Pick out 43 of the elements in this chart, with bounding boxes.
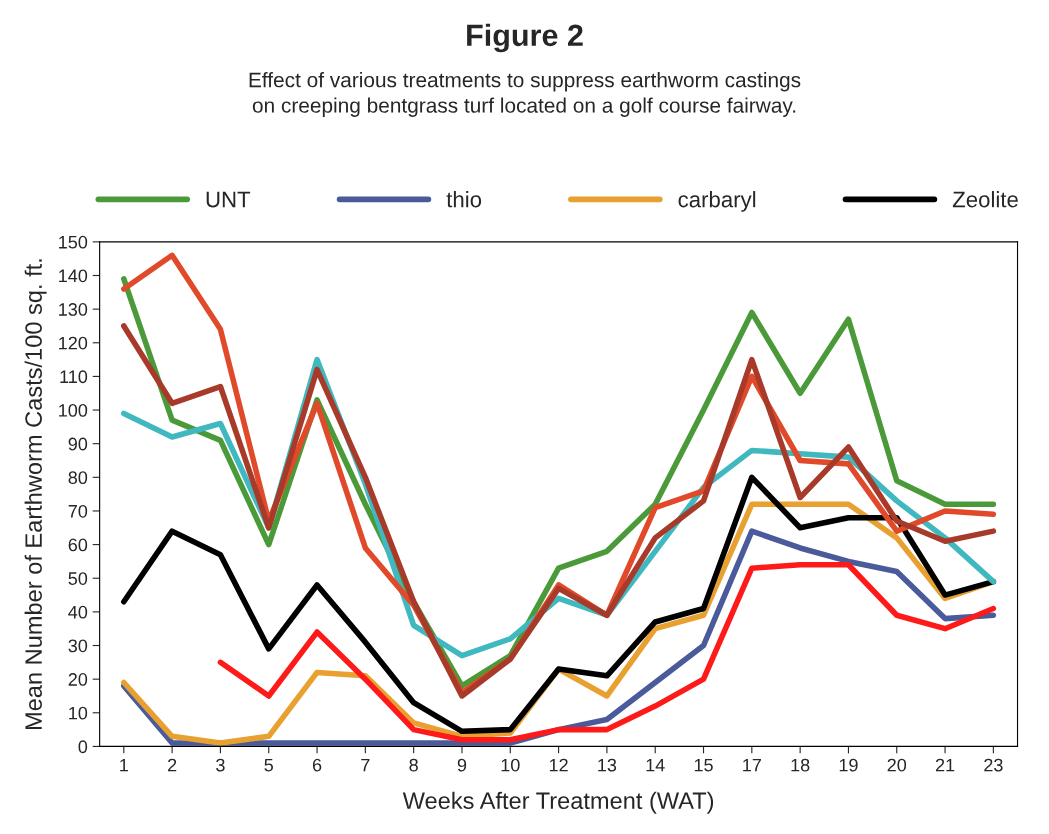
chart-title: Figure 2 — [467, 23, 583, 53]
y-tick-label: 130 — [59, 303, 88, 316]
x-tick-label: 17 — [743, 758, 761, 772]
x-tick-label: 10 — [501, 758, 520, 772]
y-tick-label: 10 — [69, 706, 88, 720]
y-tick-label: 0 — [78, 740, 88, 754]
legend-label: Zeolite — [952, 191, 1018, 208]
y-tick-label: 80 — [68, 471, 88, 485]
legend-label: UNT — [206, 191, 251, 208]
x-axis-title: Weeks After Treatment (WAT) — [402, 791, 714, 814]
x-tick-label: 13 — [598, 758, 617, 772]
x-tick-label: 20 — [887, 758, 907, 772]
x-tick-label: 7 — [361, 758, 370, 772]
y-tick-label: 30 — [68, 639, 88, 653]
x-tick-label: 8 — [409, 758, 418, 772]
x-tick-label: 19 — [839, 758, 858, 772]
x-tick-label: 9 — [457, 758, 467, 772]
y-tick-label: 100 — [59, 403, 88, 417]
y-tick-label: 110 — [60, 370, 88, 384]
y-tick-label: 140 — [59, 269, 88, 283]
x-tick-label: 21 — [935, 758, 955, 772]
y-tick-label: 40 — [68, 605, 88, 619]
y-tick-label: 120 — [59, 336, 88, 350]
y-tick-label: 70 — [68, 504, 88, 518]
legend-label: thio — [446, 191, 482, 208]
x-tick-label: 1 — [120, 758, 128, 772]
x-tick-label: 5 — [264, 758, 273, 772]
x-tick-label: 15 — [694, 758, 713, 772]
x-tick-label: 23 — [984, 758, 1003, 772]
y-tick-label: 60 — [68, 538, 88, 552]
y-tick-label: 50 — [68, 572, 88, 585]
y-tick-label: 150 — [59, 235, 88, 249]
x-tick-label: 2 — [168, 758, 177, 772]
y-axis-title: Mean Number of Earthworm Casts/100 sq. ft. — [24, 259, 47, 730]
x-tick-label: 18 — [791, 758, 810, 772]
x-tick-label: 6 — [312, 758, 322, 772]
legend-label: carbaryl — [678, 191, 756, 212]
x-tick-label: 3 — [216, 758, 225, 772]
y-tick-label: 20 — [68, 673, 88, 686]
chart-subtitle: Effect of various treatments to suppress earthworm castings on creeping bentgrass turf located on a golf course fairway. — [249, 72, 801, 117]
x-tick-label: 12 — [549, 758, 568, 772]
x-tick-label: 14 — [646, 758, 665, 772]
y-tick-label: 90 — [68, 437, 88, 451]
